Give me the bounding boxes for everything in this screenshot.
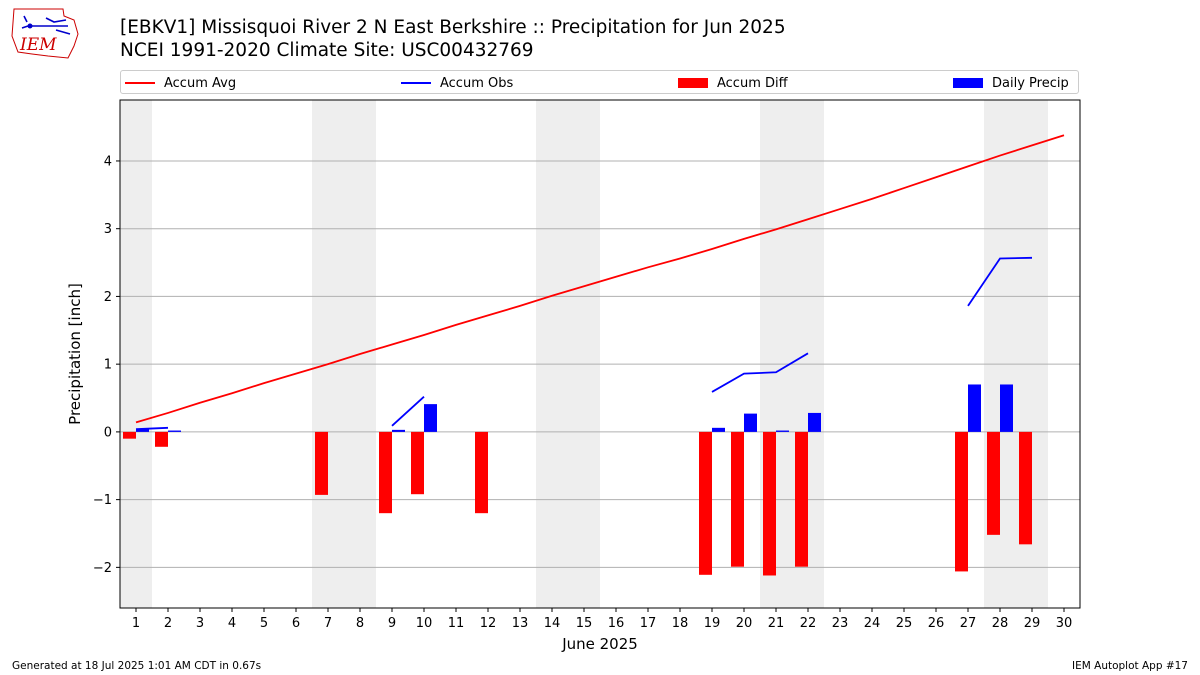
iem-logo: IEM [11,8,79,59]
accum-diff-bar [155,431,168,447]
xtick-label: 14 [544,616,561,631]
accum-obs-line [135,426,169,431]
ytick-label: 3 [104,222,112,237]
accum-diff-bar [987,431,1000,535]
accum-obs-line [711,352,809,393]
xtick-label: 5 [260,616,268,631]
xtick-label: 10 [416,616,433,631]
xtick-label: 9 [388,616,396,631]
legend-item-accum-avg: Accum Avg [125,74,236,92]
accum-avg-line [135,134,1065,424]
xtick-label: 24 [864,616,881,631]
x-axis-label: June 2025 [561,635,638,653]
xtick-label: 26 [928,616,945,631]
xtick-label: 16 [608,616,625,631]
xtick-label: 2 [164,616,172,631]
accum-diff-bar [795,431,808,567]
xtick-label: 12 [480,616,497,631]
y-axis-label: Precipitation [inch] [66,283,84,425]
logo-text: IEM [19,35,57,55]
accum-obs-line [967,256,1033,307]
legend-label-accum-obs: Accum Obs [440,75,514,91]
xtick-label: 11 [448,616,465,631]
accum-diff-bar [731,431,744,567]
daily-precip-bar [136,429,149,432]
legend-label-daily-precip: Daily Precip [992,75,1069,91]
xtick-label: 29 [1024,616,1041,631]
xtick-label: 25 [896,616,913,631]
xtick-label: 20 [736,616,753,631]
legend-item-accum-obs: Accum Obs [401,74,513,92]
xtick-label: 18 [672,616,689,631]
legend-label-accum-diff: Accum Diff [717,75,788,91]
daily-precip-bar [392,429,405,432]
daily-precip-bar [776,430,789,432]
xtick-label: 27 [960,616,977,631]
legend-swatch-accum-diff [678,78,708,88]
daily-precip-bar [168,430,181,432]
xtick-label: 6 [292,616,300,631]
daily-precip-bar [808,412,821,432]
xtick-label: 19 [704,616,721,631]
generated-note: Generated at 18 Jul 2025 1:01 AM CDT in … [12,660,262,672]
xtick-label: 30 [1056,616,1073,631]
ytick-label: −2 [93,561,112,576]
legend-label-accum-avg: Accum Avg [164,75,237,91]
accum-diff-bar [411,431,424,495]
daily-precip-bar [744,413,757,432]
ytick-label: −1 [93,493,112,508]
ytick-label: 1 [104,358,112,373]
xtick-label: 22 [800,616,817,631]
legend-item-daily-precip: Daily Precip [953,74,1069,92]
xtick-label: 7 [324,616,332,631]
xtick-label: 4 [228,616,236,631]
xtick-label: 13 [512,616,529,631]
legend-swatch-daily-precip [953,78,983,88]
ytick-label: 0 [104,425,112,440]
xtick-label: 28 [992,616,1009,631]
accum-diff-bar [379,431,392,514]
xtick-label: 17 [640,616,657,631]
accum-diff-bar [123,431,136,439]
xtick-label: 1 [132,616,140,631]
weekend-shade-2 [536,100,600,608]
weekend-shade-0 [120,100,152,608]
xtick-label: 15 [576,616,593,631]
weekend-shade-1 [312,100,376,608]
accum-diff-bar [699,431,712,575]
xtick-label: 3 [196,616,204,631]
ytick-label: 4 [104,154,112,169]
daily-precip-bar [712,427,725,432]
accum-diff-bar [315,431,328,495]
chart-title: [EBKV1] Missisquoi River 2 N East Berksh… [120,17,786,38]
legend-swatch-accum-avg [125,82,155,84]
plot-frame [119,99,1081,609]
accum-obs-line [391,396,425,427]
chart-subtitle: NCEI 1991-2020 Climate Site: USC00432769 [120,40,534,61]
xtick-label: 8 [356,616,364,631]
daily-precip-bar [968,384,981,432]
ytick-label: 2 [104,290,112,305]
accum-diff-bar [955,431,968,572]
xtick-label: 23 [832,616,849,631]
legend-swatch-accum-obs [401,82,431,84]
legend: Accum Avg Accum Obs Accum Diff Daily Pre… [120,70,1079,94]
daily-precip-bar [1000,384,1013,432]
accum-diff-bar [475,431,488,514]
daily-precip-bar [424,404,437,432]
legend-item-accum-diff: Accum Diff [678,74,788,92]
xtick-label: 21 [768,616,785,631]
app-note: IEM Autoplot App #17 [1072,660,1188,672]
accum-diff-bar [763,431,776,576]
accum-diff-bar [1019,431,1032,545]
